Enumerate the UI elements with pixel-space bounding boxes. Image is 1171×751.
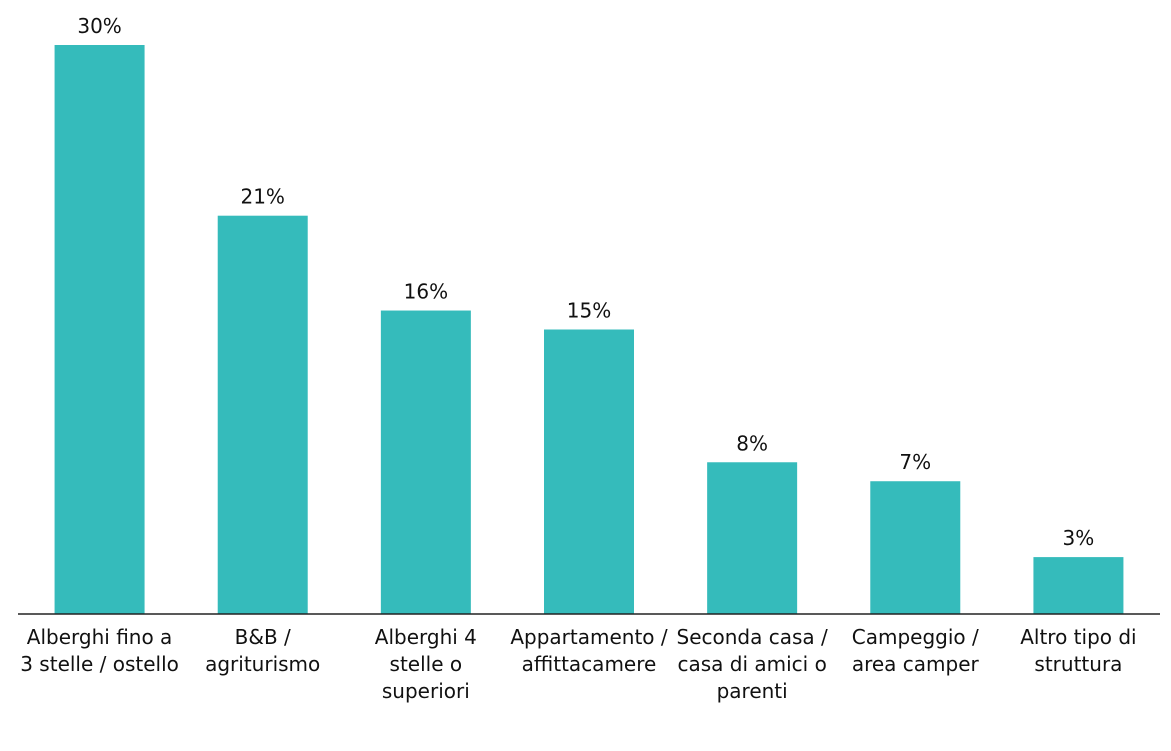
bar [707, 462, 798, 614]
value-label: 3% [1063, 526, 1095, 550]
value-label: 8% [736, 431, 768, 455]
bar [544, 329, 634, 614]
x-tick-label: Altro tipo di struttura [1020, 625, 1137, 676]
x-tick-label: Alberghi 4 stelle o superiori [374, 625, 477, 703]
x-tick-label: Campeggio / area camper [851, 625, 979, 676]
value-label: 7% [899, 450, 931, 474]
bar [1033, 557, 1124, 614]
x-tick-label: Alberghi fino a 3 stelle / ostello [20, 625, 179, 676]
bar [54, 45, 145, 614]
bar [380, 310, 471, 614]
value-label: 30% [77, 14, 121, 38]
x-tick-label: Appartamento / affittacamere [510, 625, 668, 676]
value-label: 15% [567, 299, 611, 323]
x-tick-label: B&B / agriturismo [205, 625, 321, 676]
bar [870, 481, 961, 614]
x-tick-label: Seconda casa / casa di amici o parenti [676, 625, 828, 703]
value-label: 21% [240, 185, 284, 209]
bar [217, 215, 308, 614]
value-label: 16% [404, 280, 448, 304]
